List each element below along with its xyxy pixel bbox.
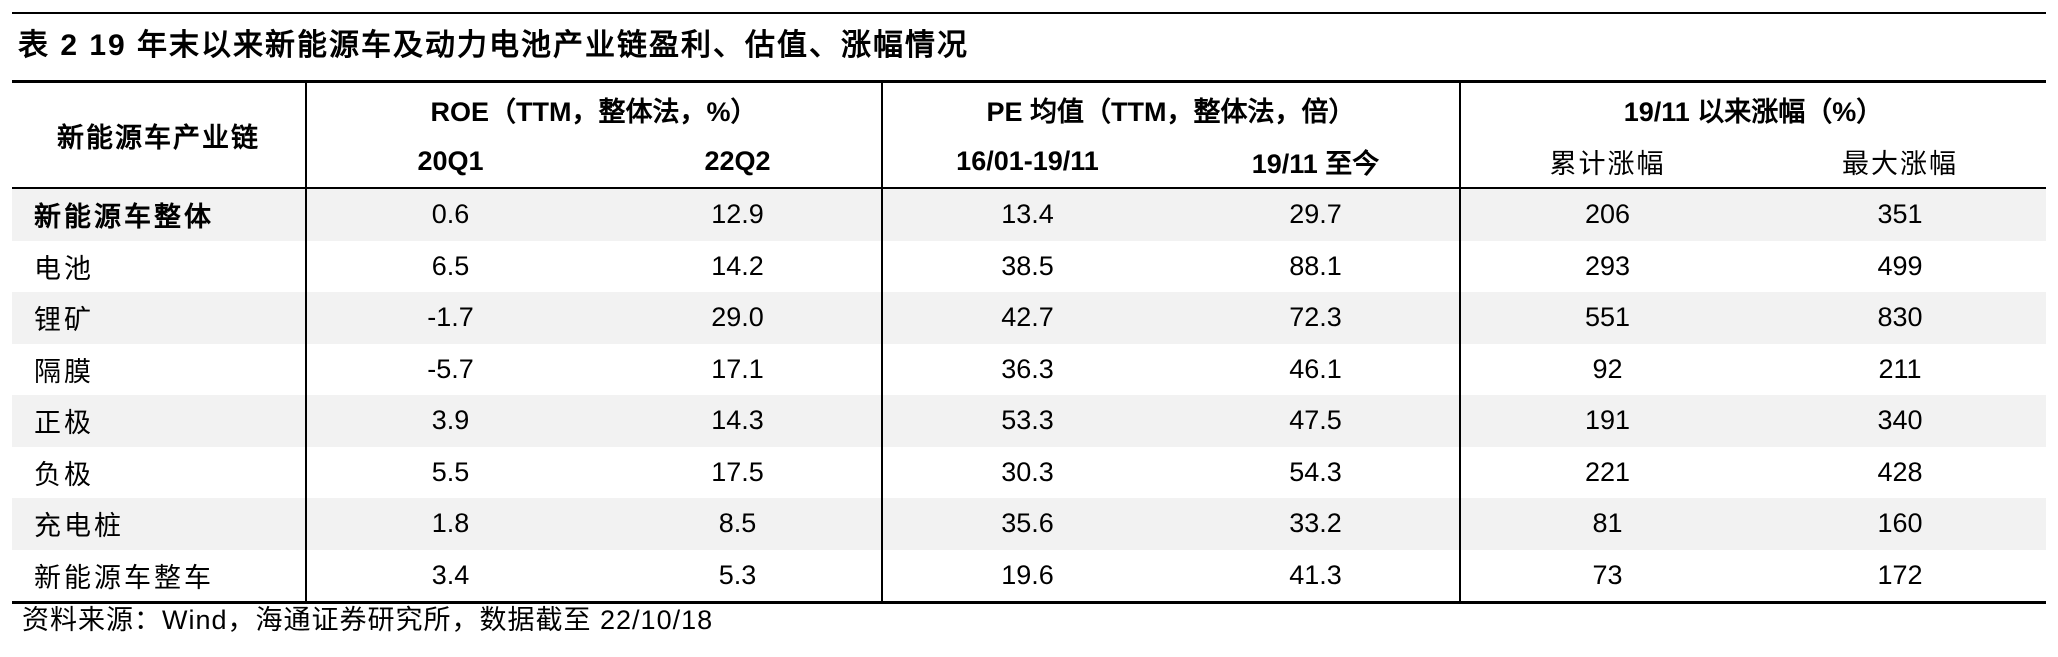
cell-pe-current: 29.7	[1172, 188, 1461, 241]
header-roe-20q1: 20Q1	[306, 135, 594, 189]
cell-gain-max: 211	[1878, 353, 1922, 384]
cell-gain-max: 428	[1877, 456, 1923, 487]
top-rule	[12, 12, 2046, 14]
cell-pe-hist: 36.3	[1001, 353, 1054, 384]
cell-gain-max: 340	[1754, 395, 2046, 447]
row-label: 锂矿	[12, 292, 307, 344]
cell-roe-20q1: 5.5	[431, 456, 470, 487]
cell-pe-hist: 42.7	[882, 292, 1172, 344]
row-label: 负极	[12, 446, 307, 498]
cell-pe-hist: 13.4	[882, 188, 1172, 241]
table-row: 电池 6.5 14.2 38.5 88.1 293 499	[12, 240, 2046, 292]
header-gain-cum: 累计涨幅	[1460, 135, 1754, 189]
cell-gain-max: 830	[1754, 292, 2046, 344]
cell-gain-cum: 73	[1460, 549, 1754, 604]
cell-gain-cum: 81	[1460, 498, 1754, 550]
row-label: 正极	[12, 395, 307, 447]
header-pe-hist: 16/01-19/11	[882, 135, 1172, 189]
table-row: 隔膜 -5.7 17.1 36.3 46.1 92 211	[12, 343, 2046, 395]
cell-pe-current: 54.3	[1172, 446, 1461, 498]
row-label: 充电桩	[12, 498, 307, 550]
cell-roe-20q1: 0.6	[306, 188, 594, 241]
table-row: 新能源车整车 3.4 5.3 19.6 41.3 73 172	[12, 549, 2046, 604]
cell-roe-22q2: 12.9	[594, 188, 883, 241]
cell-roe-20q1: -1.7	[306, 292, 594, 344]
cell-roe-22q2: 14.3	[594, 395, 883, 447]
cell-pe-hist: 19.6	[882, 549, 1172, 604]
cell-roe-20q1: -5.7	[427, 353, 474, 384]
cell-gain-max: 351	[1754, 188, 2046, 241]
cell-pe-current: 88.1	[1172, 240, 1461, 292]
header-gain-max: 最大涨幅	[1754, 135, 2046, 189]
row-label: 新能源车整体	[12, 188, 307, 241]
table-row: 正极 3.9 14.3 53.3 47.5 191 340	[12, 395, 2046, 447]
cell-roe-22q2: 29.0	[594, 292, 883, 344]
row-label: 隔膜	[12, 343, 307, 395]
header-roe-group: ROE（TTM，整体法，%）	[306, 80, 883, 135]
source-note: 资料来源：Wind，海通证券研究所，数据截至 22/10/18	[22, 605, 714, 635]
cell-roe-22q2: 5.3	[594, 549, 883, 604]
cell-pe-hist: 30.3	[1001, 456, 1054, 487]
cell-pe-current: 41.3	[1172, 549, 1461, 604]
cell-roe-22q2: 17.1	[594, 343, 883, 395]
cell-gain-max: 172	[1754, 549, 2046, 604]
table-row: 新能源车整体 0.6 12.9 13.4 29.7 206 351	[12, 188, 2046, 241]
header-row-subs: 20Q1 22Q2 16/01-19/11 19/11 至今 累计涨幅 最大涨幅	[12, 135, 2046, 189]
table-title: 表 2 19 年末以来新能源车及动力电池产业链盈利、估值、涨幅情况	[18, 29, 970, 62]
cell-gain-cum: 221	[1584, 456, 1631, 487]
cell-roe-20q1: 6.5	[431, 250, 470, 281]
cell-roe-22q2: 14.2	[594, 240, 883, 292]
cell-pe-current: 47.5	[1172, 395, 1461, 447]
cell-pe-current: 33.2	[1172, 498, 1461, 550]
data-table: 新能源车产业链 ROE（TTM，整体法，%） PE 均值（TTM，整体法，倍） …	[12, 80, 2046, 604]
row-label: 电池	[12, 240, 307, 292]
cell-pe-hist: 35.6	[882, 498, 1172, 550]
cell-roe-20q1: 3.4	[306, 549, 594, 604]
cell-pe-hist: 38.5	[1001, 250, 1054, 281]
cell-gain-cum: 191	[1460, 395, 1754, 447]
cell-gain-cum: 293	[1584, 250, 1631, 281]
header-roe-22q2: 22Q2	[594, 135, 883, 189]
cell-gain-max: 499	[1877, 250, 1923, 281]
header-pe-group: PE 均值（TTM，整体法，倍）	[882, 80, 1461, 135]
header-gain-group: 19/11 以来涨幅（%）	[1460, 80, 2046, 135]
cell-gain-cum: 206	[1460, 188, 1754, 241]
table-row: 负极 5.5 17.5 30.3 54.3 221 428	[12, 446, 2046, 498]
table-row: 锂矿 -1.7 29.0 42.7 72.3 551 830	[12, 292, 2046, 344]
table-row: 充电桩 1.8 8.5 35.6 33.2 81 160	[12, 498, 2046, 550]
cell-gain-max: 160	[1754, 498, 2046, 550]
header-row-groups: 新能源车产业链 ROE（TTM，整体法，%） PE 均值（TTM，整体法，倍） …	[12, 80, 2046, 189]
row-label: 新能源车整车	[12, 549, 307, 604]
cell-roe-22q2: 17.5	[594, 446, 883, 498]
cell-pe-hist: 53.3	[882, 395, 1172, 447]
cell-roe-20q1: 3.9	[306, 395, 594, 447]
cell-roe-22q2: 8.5	[594, 498, 883, 550]
cell-pe-current: 72.3	[1172, 292, 1461, 344]
cell-gain-cum: 551	[1460, 292, 1754, 344]
cell-pe-current: 46.1	[1172, 343, 1461, 395]
cell-roe-20q1: 1.8	[306, 498, 594, 550]
header-chain: 新能源车产业链	[12, 80, 307, 189]
header-pe-current: 19/11 至今	[1172, 135, 1461, 189]
cell-gain-cum: 92	[1592, 353, 1623, 384]
